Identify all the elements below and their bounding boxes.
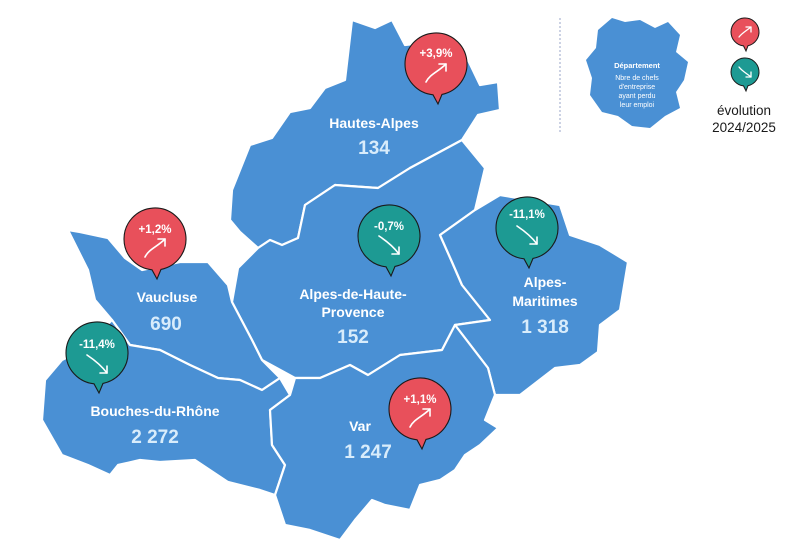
legend: Département Nbre de chefs d'entreprise a… <box>559 17 776 135</box>
dept-name: Var <box>349 418 371 434</box>
pin-var: +1,1% <box>388 377 452 451</box>
pin-vaucluse: +1,2% <box>123 207 187 281</box>
arrow-up-right-icon <box>425 63 447 83</box>
label-vaucluse: Vaucluse 690 <box>137 289 198 335</box>
arrow-down-right-icon <box>516 225 538 245</box>
dept-name: Vaucluse <box>137 289 198 305</box>
legend-description-line: ayant perdu <box>619 93 656 100</box>
dept-value: 690 <box>150 314 182 335</box>
legend-description-line: Nbre de chefs <box>615 75 659 82</box>
legend-map-shape <box>586 18 688 128</box>
arrow-up-right-icon <box>409 408 431 428</box>
label-hautes-alpes: Hautes-Alpes 134 <box>329 115 419 159</box>
label-var: Var 1 247 <box>344 418 392 463</box>
legend-up-pin <box>730 17 760 53</box>
label-bouches-du-rhone: Bouches-du-Rhône 2 272 <box>90 403 219 448</box>
pin-value: -11,1% <box>509 209 545 221</box>
dept-name: Provence <box>321 304 384 320</box>
legend-description-line: leur emploi <box>620 102 655 109</box>
legend-title: Département <box>614 61 660 70</box>
label-alpes-de-haute-provence: Alpes-de-Haute- Provence 152 <box>299 286 407 348</box>
arrow-up-right-icon <box>144 238 166 258</box>
dept-value: 152 <box>337 327 369 348</box>
arrow-up-right-icon <box>738 26 752 38</box>
dept-name: Alpes-de-Haute- <box>299 286 407 302</box>
pin-alpes-de-haute-provence: -0,7% <box>357 204 421 278</box>
pin-value: +1,2% <box>139 224 172 236</box>
dept-name: Hautes-Alpes <box>329 115 419 131</box>
pin-value: -11,4% <box>79 339 115 351</box>
region-var[interactable] <box>268 323 500 542</box>
dept-name: Maritimes <box>512 293 578 309</box>
dept-value: 1 247 <box>344 442 392 463</box>
pin-value: +3,9% <box>420 48 453 60</box>
pin-alpes-maritimes: -11,1% <box>495 196 559 270</box>
dept-value: 2 272 <box>131 427 179 448</box>
pin-hautes-alpes: +3,9% <box>404 32 468 106</box>
pin-value: -0,7% <box>374 221 404 233</box>
arrow-down-right-icon <box>378 235 400 255</box>
label-alpes-maritimes: Alpes- Maritimes 1 318 <box>512 274 578 338</box>
dept-name: Bouches-du-Rhône <box>90 403 219 419</box>
legend-description-line: d'entreprise <box>619 84 655 91</box>
dept-value: 134 <box>358 138 390 159</box>
region-alpes-maritimes[interactable] <box>438 193 630 397</box>
legend-evolution-label: 2024/2025 <box>712 120 776 135</box>
dept-name: Alpes- <box>524 274 567 290</box>
dept-value: 1 318 <box>521 317 569 338</box>
pin-bouches-du-rhone: -11,4% <box>65 321 129 395</box>
pin-value: +1,1% <box>404 394 437 406</box>
arrow-down-right-icon <box>86 354 108 374</box>
arrow-down-right-icon <box>738 66 752 78</box>
legend-evolution-label: évolution <box>717 103 771 118</box>
legend-down-pin <box>730 57 760 93</box>
